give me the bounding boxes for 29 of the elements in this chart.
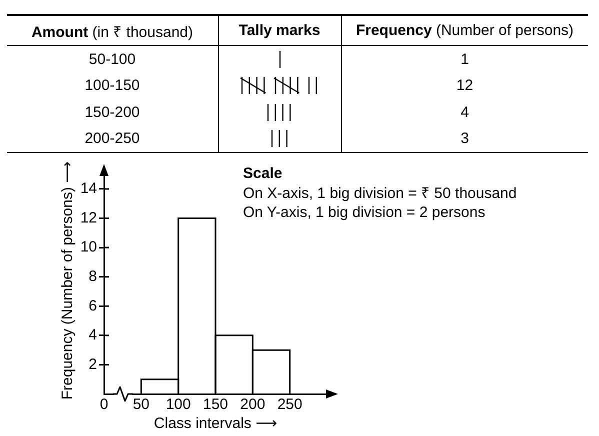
x-tick-label: 250 bbox=[277, 396, 302, 414]
y-tick-label: 10 bbox=[80, 238, 97, 256]
text: Frequency (Number of persons) bbox=[341, 15, 588, 46]
category-label: 50-100 bbox=[88, 50, 137, 70]
data-label: 1 bbox=[341, 46, 588, 72]
category-label: 100-150 bbox=[84, 76, 141, 96]
text: Amount (in ₹ thousand) bbox=[7, 15, 218, 46]
data-label: 4 bbox=[341, 99, 588, 126]
annotation: Scale bbox=[243, 164, 282, 184]
x-tick-label: 50 bbox=[132, 396, 150, 414]
y-tick-label: 8 bbox=[88, 268, 97, 285]
data-label: 3 bbox=[341, 126, 588, 152]
y-tick-label: 14 bbox=[80, 180, 97, 198]
data-label: 12 bbox=[341, 72, 588, 99]
y-axis-title: Frequency (Number of persons) ⟶ bbox=[59, 161, 76, 400]
y-tick-label: 12 bbox=[80, 209, 97, 226]
y-tick-label: 6 bbox=[88, 297, 97, 314]
x-tick-label: 100 bbox=[166, 396, 191, 414]
x-tick-label: 200 bbox=[240, 396, 266, 414]
category-label: 150-200 bbox=[84, 102, 141, 123]
y-tick-label: 4 bbox=[88, 326, 97, 344]
y-tick-label: 2 bbox=[88, 356, 97, 373]
annotation: On Y-axis, 1 big division = 2 persons bbox=[243, 203, 486, 222]
x-tick-label: 0 bbox=[100, 396, 108, 414]
x-tick-label: 150 bbox=[202, 396, 228, 414]
text: Tally marks bbox=[238, 22, 320, 39]
x-axis-title: Class intervals ⟶ bbox=[154, 415, 278, 432]
annotation: On X-axis, 1 big division = ₹ 50 thousand bbox=[243, 184, 517, 203]
category-label: 200-250 bbox=[7, 126, 218, 152]
